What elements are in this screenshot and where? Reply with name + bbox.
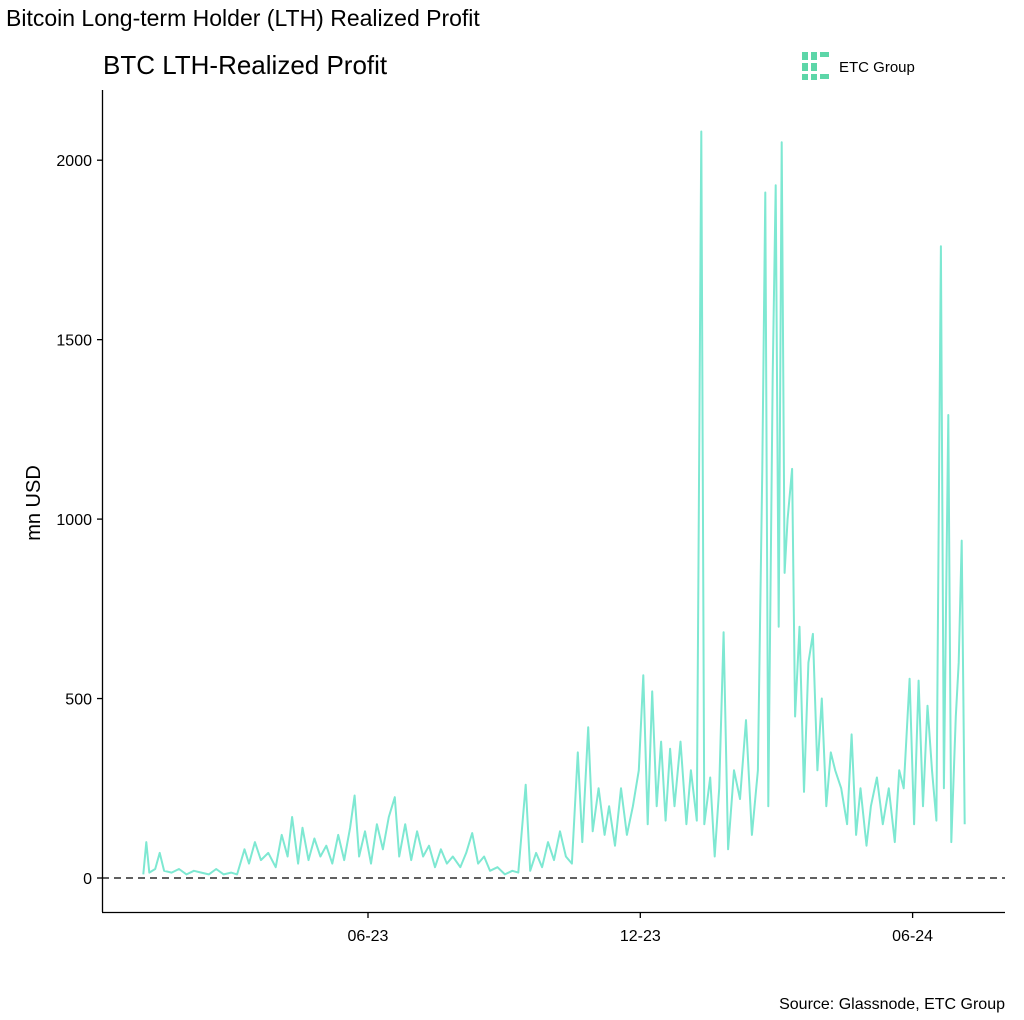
etc-group-logo: ETC Group xyxy=(802,52,915,80)
source-note: Source: Glassnode, ETC Group xyxy=(779,996,1005,1013)
y-tick-label: 1500 xyxy=(56,333,92,350)
y-tick-label: 1000 xyxy=(56,512,92,529)
logo-text: ETC Group xyxy=(839,59,915,76)
logo-mark-icon xyxy=(802,52,829,80)
y-axis: 0 500 1000 1500 2000 xyxy=(56,153,102,888)
y-tick-label: 2000 xyxy=(56,153,92,170)
logo-square xyxy=(802,63,808,71)
y-tick-label: 0 xyxy=(83,871,92,888)
logo-square xyxy=(811,74,817,80)
logo-square xyxy=(802,52,808,60)
chart-title: BTC LTH-Realized Profit xyxy=(103,50,388,80)
y-tick-label: 500 xyxy=(65,692,92,709)
x-tick-label: 06-23 xyxy=(348,928,389,945)
logo-square xyxy=(820,74,829,79)
x-axis: 06-23 12-23 06-24 xyxy=(348,912,933,945)
y-axis-label: mn USD xyxy=(23,465,45,541)
logo-square xyxy=(811,63,817,71)
x-tick-label: 12-23 xyxy=(620,928,661,945)
logo-square xyxy=(811,52,817,60)
page-title: Bitcoin Long-term Holder (LTH) Realized … xyxy=(6,5,480,31)
logo-square xyxy=(820,52,829,57)
x-tick-label: 06-24 xyxy=(892,928,933,945)
logo-square xyxy=(802,74,808,80)
series-line xyxy=(142,130,966,876)
